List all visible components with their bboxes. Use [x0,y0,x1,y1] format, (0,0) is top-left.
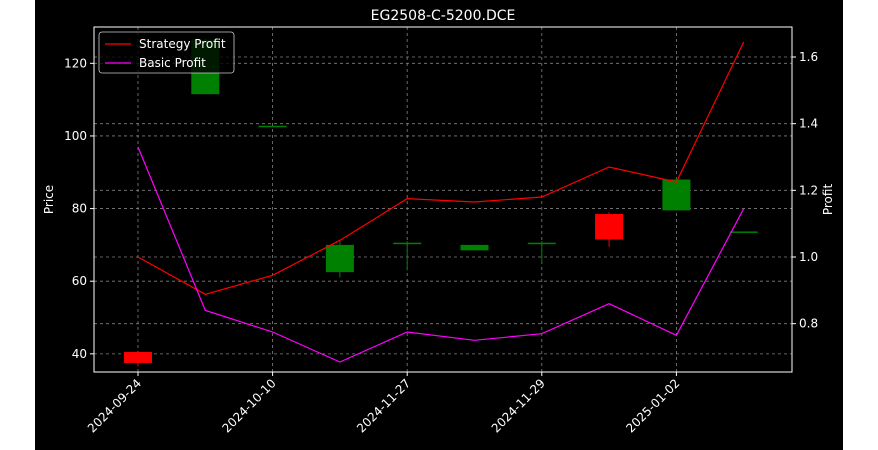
candle-body [325,244,354,273]
candle-body [124,352,152,363]
y-tick-label-left: 60 [72,274,87,288]
legend: Strategy Profit Basic Profit [98,31,235,74]
candle-body [393,242,422,245]
legend-label: Strategy Profit [139,37,226,51]
axes: 40 60 80 100 120 0.8 1.0 1.2 1.4 1.6 2024-09-24 202… [64,26,818,435]
y-tick-label-right: 1.0 [799,250,818,264]
legend-box [98,31,235,74]
candle-body [595,214,624,240]
chart-svg: EG2508-C-5200.DCE 40 60 80 100 120 0.8 1.0 1.2 1… [42,8,835,435]
y-tick-label-left: 120 [64,56,87,70]
candle-body [460,244,489,251]
strategy-profit-line [137,41,745,295]
x-tick-label: 2024-11-29 [489,376,548,435]
y-tick-label-right: 1.4 [799,117,818,131]
x-tick-label: 2024-10-10 [220,376,279,435]
x-tick-label: 2024-11-27 [354,376,413,435]
legend-label: Basic Profit [139,56,206,70]
chart-title: EG2508-C-5200.DCE [371,8,516,24]
candles [124,37,758,367]
x-tick-label: 2025-01-02 [623,376,682,435]
y-tick-label-left: 40 [72,347,87,361]
y-tick-label-right: 1.2 [799,183,818,197]
basic-profit-line [137,146,745,363]
plot-frame [93,26,793,373]
candle-body [729,231,758,233]
chart-figure: EG2508-C-5200.DCE 40 60 80 100 120 0.8 1.0 1.2 1… [35,0,843,450]
y-axis-label-right: Profit [821,184,835,216]
y-tick-label-left: 80 [72,202,87,216]
candle-body [258,125,287,128]
y-axis-label-left: Price [42,185,56,214]
profit-lines [137,41,745,363]
candle-body [662,179,691,211]
x-tick-label: 2024-09-24 [85,376,144,435]
y-tick-label-right: 0.8 [799,317,818,331]
y-tick-label-left: 100 [64,129,87,143]
y-tick-label-right: 1.6 [799,50,818,64]
candle-body [527,242,556,245]
